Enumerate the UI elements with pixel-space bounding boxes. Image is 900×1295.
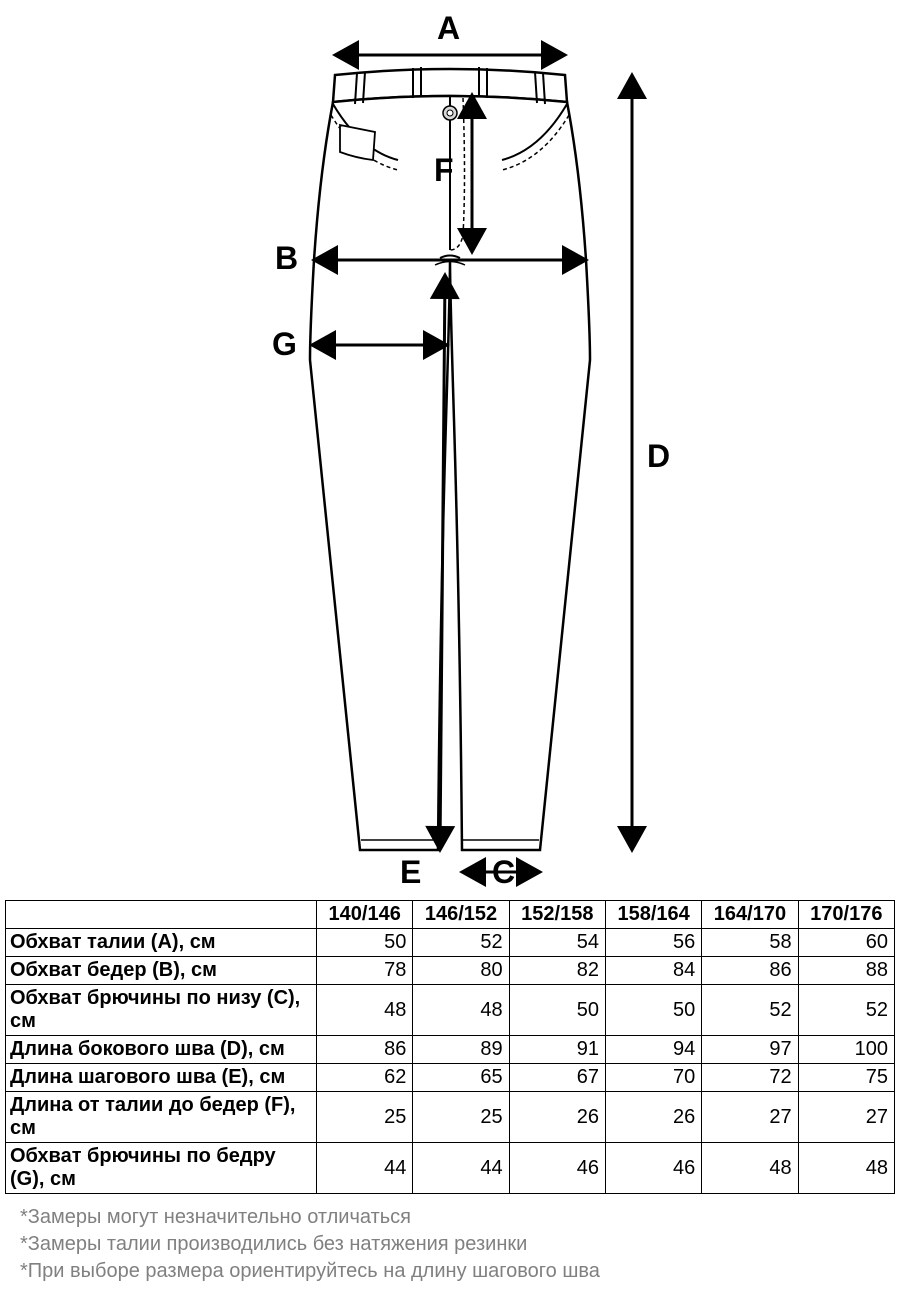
table-row: Обхват талии (A), см505254565860 (6, 929, 895, 957)
table-row: Обхват брючины по бедру (G), см444446464… (6, 1143, 895, 1194)
label-G: G (272, 326, 297, 363)
cell-value: 46 (605, 1143, 701, 1194)
footnotes: *Замеры могут незначительно отличаться*З… (20, 1204, 880, 1285)
table-row: Обхват брючины по низу (C), см4848505052… (6, 985, 895, 1036)
cell-value: 88 (798, 957, 894, 985)
cell-value: 86 (317, 1036, 413, 1064)
size-table-body: Обхват талии (A), см505254565860Обхват б… (6, 929, 895, 1194)
cell-value: 84 (605, 957, 701, 985)
size-col-header: 140/146 (317, 901, 413, 929)
cell-value: 44 (317, 1143, 413, 1194)
size-col-header: 146/152 (413, 901, 509, 929)
cell-value: 70 (605, 1064, 701, 1092)
cell-value: 80 (413, 957, 509, 985)
size-col-header: 158/164 (605, 901, 701, 929)
cell-value: 52 (413, 929, 509, 957)
label-E: E (400, 854, 421, 891)
cell-value: 50 (509, 985, 605, 1036)
cell-value: 82 (509, 957, 605, 985)
size-table-header-row: 140/146146/152152/158158/164164/170170/1… (6, 901, 895, 929)
size-col-header: 152/158 (509, 901, 605, 929)
footnote-line: *При выборе размера ориентируйтесь на дл… (20, 1258, 880, 1285)
pants-diagram: A B C D E F G (0, 0, 900, 900)
row-label: Длина шагового шва (E), см (6, 1064, 317, 1092)
table-row: Обхват бедер (B), см788082848688 (6, 957, 895, 985)
cell-value: 56 (605, 929, 701, 957)
pants-svg (0, 0, 900, 900)
cell-value: 78 (317, 957, 413, 985)
label-C: C (492, 854, 515, 891)
row-label: Длина бокового шва (D), см (6, 1036, 317, 1064)
label-F: F (434, 152, 454, 189)
cell-value: 97 (702, 1036, 798, 1064)
label-A: A (437, 10, 460, 47)
row-label: Длина от талии до бедер (F), см (6, 1092, 317, 1143)
footnote-line: *Замеры могут незначительно отличаться (20, 1204, 880, 1231)
cell-value: 89 (413, 1036, 509, 1064)
cell-value: 100 (798, 1036, 894, 1064)
row-label: Обхват бедер (B), см (6, 957, 317, 985)
table-row: Длина шагового шва (E), см626567707275 (6, 1064, 895, 1092)
cell-value: 75 (798, 1064, 894, 1092)
cell-value: 25 (413, 1092, 509, 1143)
cell-value: 54 (509, 929, 605, 957)
cell-value: 60 (798, 929, 894, 957)
cell-value: 48 (413, 985, 509, 1036)
cell-value: 62 (317, 1064, 413, 1092)
cell-value: 91 (509, 1036, 605, 1064)
cell-value: 52 (798, 985, 894, 1036)
cell-value: 46 (509, 1143, 605, 1194)
cell-value: 65 (413, 1064, 509, 1092)
cell-value: 48 (317, 985, 413, 1036)
label-B: B (275, 240, 298, 277)
size-col-header: 170/176 (798, 901, 894, 929)
row-label: Обхват талии (A), см (6, 929, 317, 957)
size-table-corner (6, 901, 317, 929)
cell-value: 50 (317, 929, 413, 957)
cell-value: 94 (605, 1036, 701, 1064)
cell-value: 48 (798, 1143, 894, 1194)
cell-value: 25 (317, 1092, 413, 1143)
cell-value: 58 (702, 929, 798, 957)
cell-value: 50 (605, 985, 701, 1036)
cell-value: 26 (509, 1092, 605, 1143)
cell-value: 27 (798, 1092, 894, 1143)
table-row: Длина бокового шва (D), см8689919497100 (6, 1036, 895, 1064)
cell-value: 67 (509, 1064, 605, 1092)
cell-value: 27 (702, 1092, 798, 1143)
cell-value: 26 (605, 1092, 701, 1143)
footnote-line: *Замеры талии производились без натяжени… (20, 1231, 880, 1258)
row-label: Обхват брючины по низу (C), см (6, 985, 317, 1036)
label-D: D (647, 438, 670, 475)
table-row: Длина от талии до бедер (F), см252526262… (6, 1092, 895, 1143)
cell-value: 72 (702, 1064, 798, 1092)
cell-value: 48 (702, 1143, 798, 1194)
row-label: Обхват брючины по бедру (G), см (6, 1143, 317, 1194)
cell-value: 86 (702, 957, 798, 985)
cell-value: 52 (702, 985, 798, 1036)
size-table: 140/146146/152152/158158/164164/170170/1… (5, 900, 895, 1194)
size-col-header: 164/170 (702, 901, 798, 929)
cell-value: 44 (413, 1143, 509, 1194)
